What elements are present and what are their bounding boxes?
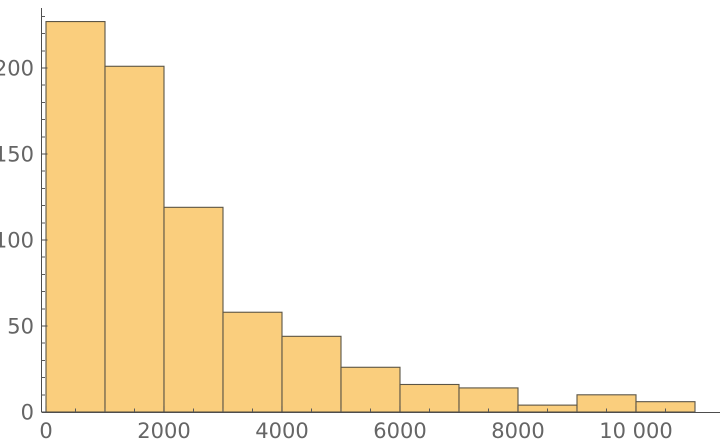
x-axis-tick-label: 6000 [373, 419, 426, 443]
histogram-bar [45, 21, 106, 413]
y-axis-tick-labels: 0 50 100 150 200 [0, 57, 34, 425]
histogram-bar [104, 65, 165, 413]
bars-group [45, 21, 696, 413]
x-axis-tick-label: 8000 [491, 419, 544, 443]
y-axis-tick-label: 100 [0, 229, 34, 253]
histogram-bar [340, 366, 401, 413]
y-axis-tick-label: 150 [0, 143, 34, 167]
histogram-bar [458, 387, 519, 413]
x-axis-tick-label: 0 [39, 419, 52, 443]
histogram-bar [222, 311, 283, 413]
histogram-bar [281, 335, 342, 413]
y-axis-tick-label: 50 [7, 315, 34, 339]
histogram-bar [163, 206, 224, 413]
x-axis-tick-labels: 0 2000 4000 6000 8000 10 000 [39, 419, 672, 443]
x-axis-tick-label: 2000 [137, 419, 190, 443]
axes-group [40, 7, 720, 414]
x-axis-tick-label: 10 000 [599, 419, 672, 443]
y-axis-tick-label: 200 [0, 57, 34, 81]
y-axis-tick-label: 0 [21, 401, 34, 425]
x-axis-tick-label: 4000 [255, 419, 308, 443]
histogram-bar [399, 383, 460, 413]
